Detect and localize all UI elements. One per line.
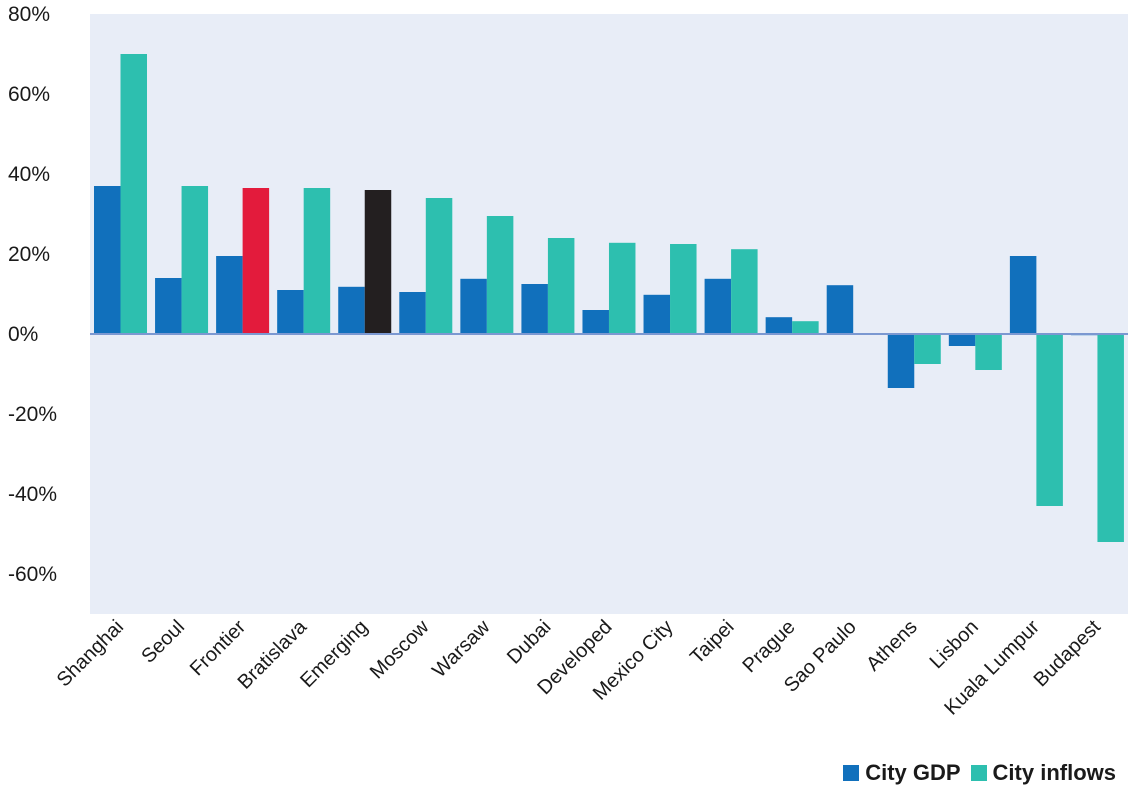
x-tick-label: Lisbon	[926, 616, 983, 673]
bar-moscow-inflows	[425, 198, 453, 334]
bars	[94, 54, 1124, 542]
x-tick-label: Dubai	[503, 616, 556, 669]
bar-athens-gdp	[887, 334, 915, 388]
legend-swatch-city-gdp	[843, 765, 860, 781]
x-tick-label: Warsaw	[428, 616, 494, 682]
y-tick-label: 40%	[8, 163, 50, 186]
bar-shanghai-gdp	[94, 186, 121, 334]
x-axis: Shanghai SeoulFrontierBratislavaEmergingM…	[53, 615, 1106, 719]
bar-prague-inflows	[792, 321, 819, 334]
legend-item-city-gdp: City GDP	[843, 760, 961, 786]
bar-taipei-inflows	[731, 249, 758, 334]
bar-kuala-lumpur-inflows	[1036, 334, 1063, 506]
bar-dubai-inflows	[547, 238, 575, 334]
bar-seoul-gdp	[155, 278, 182, 334]
legend-swatch-city-inflows	[970, 765, 987, 781]
x-tick-label: Seoul	[137, 616, 189, 668]
bar-bratislava-gdp	[277, 290, 304, 334]
bar-frontier-inflows	[242, 188, 270, 334]
y-tick-label: 0%	[8, 323, 38, 346]
bar-bratislava-inflows	[303, 188, 331, 334]
bar-warsaw-gdp	[460, 278, 487, 334]
x-tick-label: Shanghai	[53, 616, 128, 691]
bar-sao-paulo-gdp	[826, 285, 854, 334]
x-tick-label: Moscow	[366, 616, 434, 684]
bar-prague-gdp	[765, 317, 793, 334]
x-tick-label: Budapest	[1030, 616, 1106, 692]
bar-lisbon-inflows	[975, 334, 1002, 370]
bar-shanghai-inflows	[120, 54, 147, 334]
bar-moscow-gdp	[399, 292, 426, 334]
legend-label-city-gdp: City GDP	[865, 760, 961, 785]
bar-kuala-lumpur-gdp	[1009, 256, 1037, 334]
y-tick-label: -60%	[8, 563, 57, 586]
x-tick-label: Taipei	[686, 616, 739, 669]
x-tick-label: Prague	[739, 616, 800, 677]
y-tick-label: -40%	[8, 483, 57, 506]
bar-mexico-city-gdp	[643, 294, 671, 334]
bar-taipei-gdp	[704, 278, 732, 334]
y-tick-label: 20%	[8, 243, 50, 266]
bar-emerging-inflows	[364, 190, 392, 334]
bar-developed-gdp	[582, 310, 609, 334]
y-axis: 80% 60% 40% 20% 0% -20% -40% -60%	[8, 3, 57, 586]
bar-budapest-inflows	[1097, 334, 1124, 542]
y-tick-label: 80%	[8, 3, 50, 26]
bar-seoul-inflows	[181, 186, 209, 334]
bar-lisbon-gdp	[948, 334, 976, 346]
bar-developed-inflows	[608, 242, 636, 334]
bar-athens-inflows	[914, 334, 941, 364]
bar-emerging-gdp	[338, 286, 365, 334]
y-tick-label: 60%	[8, 83, 50, 106]
bar-warsaw-inflows	[486, 216, 514, 334]
x-tick-label: Athens	[862, 616, 922, 676]
legend-item-city-inflows: City inflows	[970, 760, 1116, 786]
y-tick-label: -20%	[8, 403, 57, 426]
legend-label-city-inflows: City inflows	[992, 760, 1116, 785]
bar-mexico-city-inflows	[670, 244, 697, 334]
legend: City GDP City inflows	[843, 760, 1116, 786]
bar-frontier-gdp	[216, 256, 243, 334]
bar-dubai-gdp	[521, 284, 548, 334]
x-tick-label: Emerging	[296, 616, 372, 692]
